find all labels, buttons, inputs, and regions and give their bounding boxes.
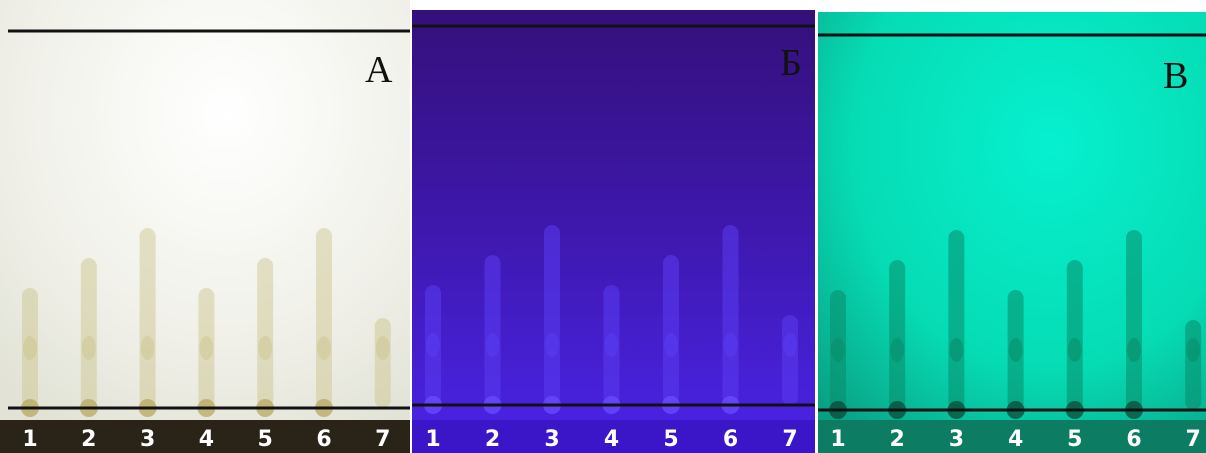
spot <box>890 338 905 362</box>
spot <box>604 333 619 357</box>
spot <box>258 336 273 360</box>
lane-number: 1 <box>830 427 845 452</box>
spot <box>375 336 390 360</box>
lane-number: 3 <box>544 427 559 452</box>
spot <box>426 333 440 357</box>
lane-strip <box>818 420 1206 453</box>
spot <box>783 333 797 357</box>
streak <box>722 225 739 405</box>
streak <box>663 255 679 405</box>
lane-number: 7 <box>1186 427 1201 452</box>
streak <box>22 288 38 408</box>
panel-label: Б <box>780 42 802 84</box>
streak <box>484 255 501 405</box>
lane-number: 5 <box>663 427 678 452</box>
streak <box>782 315 798 405</box>
panel-label: А <box>365 49 393 91</box>
plate <box>0 0 410 453</box>
spot <box>949 338 964 362</box>
lane-number: 4 <box>1008 427 1023 452</box>
lane-number: 7 <box>782 427 797 452</box>
spot <box>199 336 214 360</box>
spot <box>1186 338 1201 362</box>
panel-a <box>0 0 410 453</box>
lane-number: 1 <box>22 427 37 452</box>
spot <box>1067 338 1082 362</box>
streak <box>544 225 560 405</box>
lane-number: 5 <box>1067 427 1082 452</box>
lane-number: 6 <box>723 427 738 452</box>
streak <box>948 230 965 410</box>
lane-strip <box>0 420 410 453</box>
lane-number: 4 <box>604 427 619 452</box>
lane-number: 2 <box>890 427 905 452</box>
spot <box>317 336 331 360</box>
spot <box>1127 338 1141 362</box>
streak <box>80 258 97 408</box>
lane-number: 7 <box>375 427 390 452</box>
spot <box>81 336 96 360</box>
spot <box>723 333 738 357</box>
lane-numbers: 1 2 3 4 5 6 7 1 2 3 4 5 6 7 1 2 3 4 5 6 7 <box>22 427 1201 452</box>
streak <box>316 228 332 408</box>
lane-number: 3 <box>949 427 964 452</box>
lane-number: 2 <box>485 427 500 452</box>
lane-number: 6 <box>1126 427 1141 452</box>
streak <box>1185 320 1202 410</box>
spot <box>140 336 155 360</box>
lane-number: 6 <box>316 427 331 452</box>
lane-number: 3 <box>140 427 155 452</box>
spot <box>545 333 559 357</box>
streak <box>374 318 391 408</box>
streak <box>1066 260 1083 410</box>
streak <box>257 258 274 408</box>
panel-label: В <box>1163 55 1188 97</box>
lane-number: 1 <box>425 427 440 452</box>
streak <box>1126 230 1142 410</box>
lane-number: 2 <box>81 427 96 452</box>
spot <box>831 338 845 362</box>
spot <box>664 333 678 357</box>
lane-number: 5 <box>258 427 273 452</box>
streak <box>889 260 906 410</box>
spot <box>485 333 500 357</box>
lane-number: 4 <box>199 427 214 452</box>
streak <box>139 228 156 408</box>
lane-strip <box>412 420 815 453</box>
spot <box>23 336 37 360</box>
spot <box>1008 338 1023 362</box>
streak <box>198 288 215 408</box>
